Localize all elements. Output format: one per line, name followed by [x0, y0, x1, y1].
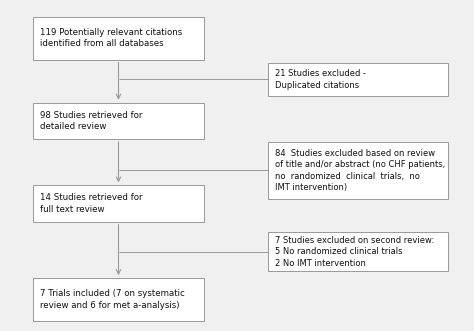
Text: 21 Studies excluded -
Duplicated citations: 21 Studies excluded - Duplicated citatio…	[275, 69, 366, 90]
FancyBboxPatch shape	[33, 185, 204, 222]
FancyBboxPatch shape	[268, 142, 448, 199]
FancyBboxPatch shape	[33, 17, 204, 60]
Text: 14 Studies retrieved for
full text review: 14 Studies retrieved for full text revie…	[40, 193, 143, 214]
Text: 84  Studies excluded based on review
of title and/or abstract (no CHF patients,
: 84 Studies excluded based on review of t…	[275, 149, 445, 192]
Text: 7 Trials included (7 on systematic
review and 6 for met a-analysis): 7 Trials included (7 on systematic revie…	[40, 289, 185, 310]
FancyBboxPatch shape	[33, 103, 204, 139]
Text: 7 Studies excluded on second review:
5 No randomized clinical trials
2 No IMT in: 7 Studies excluded on second review: 5 N…	[275, 236, 434, 267]
FancyBboxPatch shape	[33, 278, 204, 321]
Text: 119 Potentially relevant citations
identified from all databases: 119 Potentially relevant citations ident…	[40, 28, 182, 48]
FancyBboxPatch shape	[268, 232, 448, 271]
FancyBboxPatch shape	[268, 63, 448, 96]
Text: 98 Studies retrieved for
detailed review: 98 Studies retrieved for detailed review	[40, 111, 143, 131]
